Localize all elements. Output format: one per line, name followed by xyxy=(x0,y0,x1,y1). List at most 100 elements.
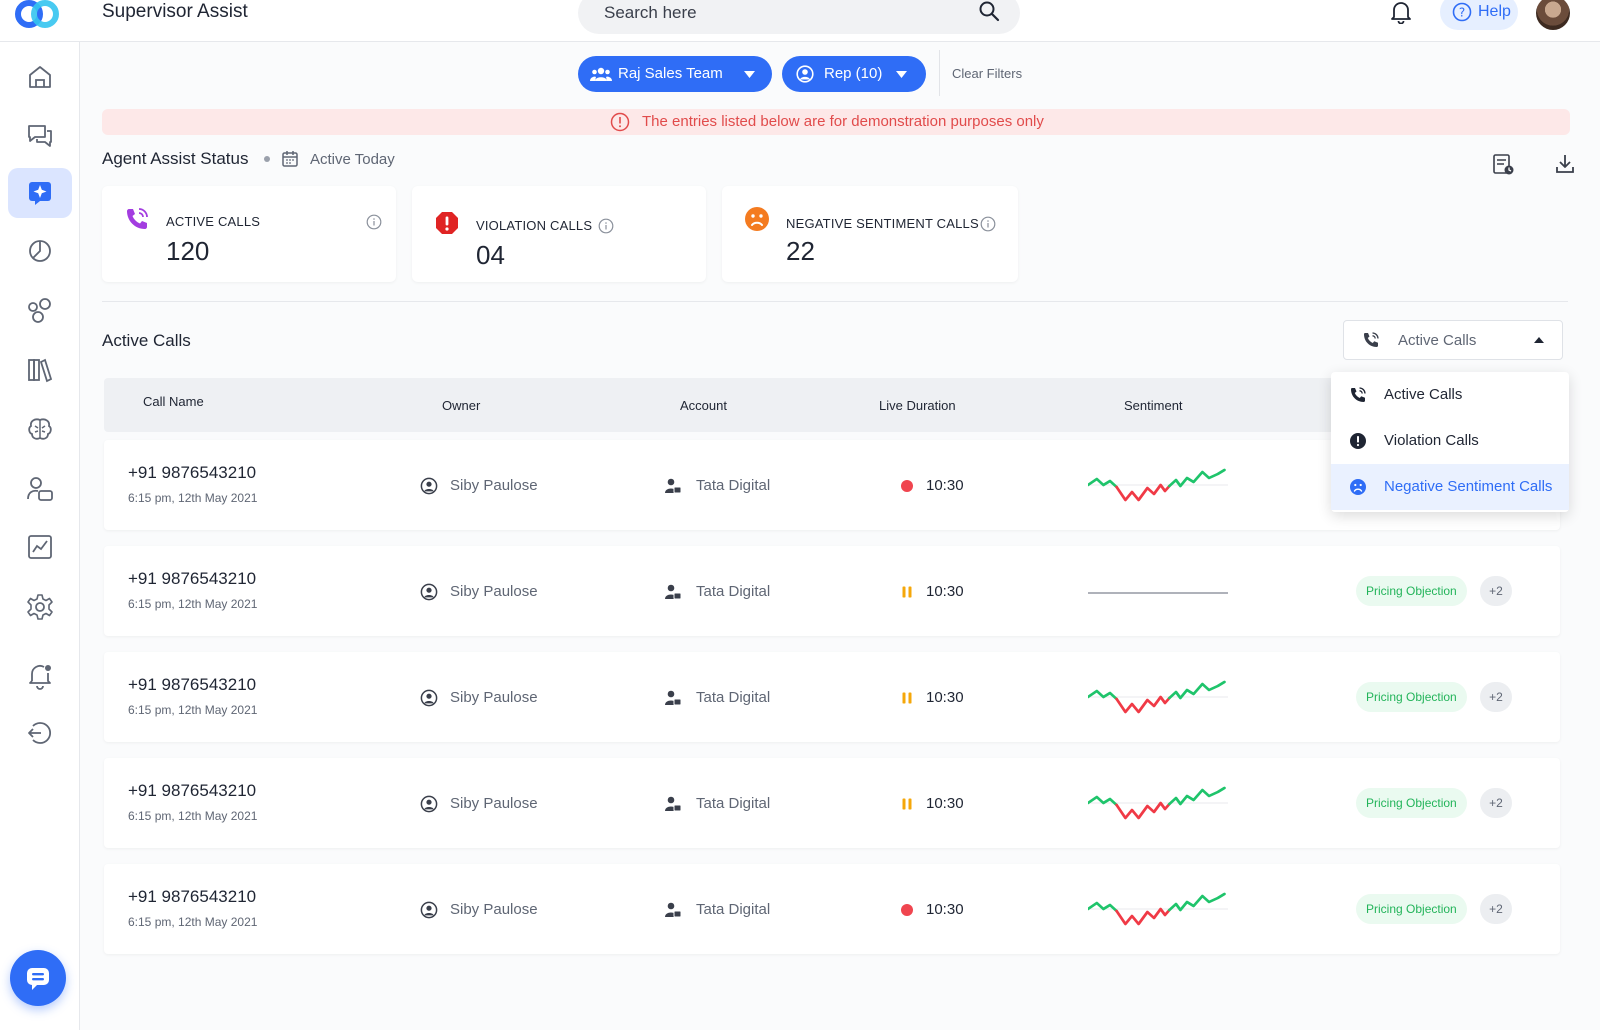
caret-down-icon xyxy=(744,71,755,78)
alert-octagon-icon xyxy=(436,212,458,234)
call-phone-number[interactable]: +91 9876543210 xyxy=(128,675,257,694)
app-title: Supervisor Assist xyxy=(102,1,248,22)
call-phone-number[interactable]: +91 9876543210 xyxy=(128,463,257,482)
table-row[interactable]: +91 9876543210 6:15 pm, 12th May 2021 Siby… xyxy=(104,546,1560,636)
sidebar-item-users[interactable] xyxy=(8,464,72,514)
pause-icon[interactable] xyxy=(900,585,914,599)
user-card-icon xyxy=(27,477,53,501)
sidebar-item-notifications[interactable] xyxy=(8,650,72,700)
info-icon[interactable] xyxy=(980,216,996,232)
menu-item-violation-calls[interactable]: Violation Calls xyxy=(1331,418,1569,464)
user-circle-icon xyxy=(796,65,814,83)
search-icon[interactable] xyxy=(978,0,1000,22)
sidebar-item-reports[interactable] xyxy=(8,522,72,572)
help-label: Help xyxy=(1478,3,1511,20)
logout-icon xyxy=(28,722,52,744)
live-dot-icon xyxy=(901,904,913,916)
account-icon xyxy=(665,478,682,494)
objection-tag[interactable]: Pricing Objection xyxy=(1356,788,1467,818)
active-calls-title: Active Calls xyxy=(102,331,191,350)
call-phone-number[interactable]: +91 9876543210 xyxy=(128,569,257,588)
sentiment-sparkline xyxy=(1088,892,1228,926)
demo-banner: The entries listed below are for demonst… xyxy=(102,109,1570,135)
violation-calls-value: 04 xyxy=(476,240,505,270)
table-row[interactable]: +91 9876543210 6:15 pm, 12th May 2021 Siby… xyxy=(104,440,1560,530)
sidebar-item-logout[interactable] xyxy=(8,708,72,758)
sad-face-icon xyxy=(1350,479,1366,495)
info-icon[interactable] xyxy=(598,218,614,234)
sidebar-item-intelligence[interactable] xyxy=(8,404,72,454)
pie-chart-icon xyxy=(29,240,51,262)
sidebar-item-settings[interactable] xyxy=(8,582,72,632)
search-input[interactable]: Search here xyxy=(604,3,697,22)
call-type-select-value: Active Calls xyxy=(1398,332,1477,349)
more-tags-badge[interactable]: +2 xyxy=(1480,576,1512,606)
team-filter-dropdown[interactable]: Raj Sales Team xyxy=(578,56,772,92)
sidebar-item-conversations[interactable] xyxy=(8,110,72,160)
call-datetime: 6:15 pm, 12th May 2021 xyxy=(128,597,258,611)
call-phone-number[interactable]: +91 9876543210 xyxy=(128,781,257,800)
active-calls-card[interactable]: ACTIVE CALLS 120 xyxy=(102,186,396,282)
violation-calls-card[interactable]: VIOLATION CALLS 04 xyxy=(412,186,706,282)
download-icon[interactable] xyxy=(1553,152,1577,176)
call-phone-number[interactable]: +91 9876543210 xyxy=(128,887,257,906)
account-icon xyxy=(665,902,682,918)
negative-sentiment-label: NEGATIVE SENTIMENT CALLS xyxy=(786,216,979,231)
user-avatar[interactable] xyxy=(1536,0,1570,30)
sidebar-item-library[interactable] xyxy=(8,345,72,395)
menu-item-active-calls[interactable]: Active Calls xyxy=(1331,372,1569,418)
search-bar[interactable]: Search here xyxy=(578,0,1020,34)
live-duration: 10:30 xyxy=(926,901,964,918)
sidebar-item-groups[interactable] xyxy=(8,286,72,336)
call-type-select[interactable]: Active Calls xyxy=(1343,320,1563,360)
table-row[interactable]: +91 9876543210 6:15 pm, 12th May 2021 Siby… xyxy=(104,652,1560,742)
period-label: Active Today xyxy=(310,151,395,168)
column-live-duration: Live Duration xyxy=(879,398,956,413)
help-button[interactable]: ? Help xyxy=(1440,0,1518,30)
alert-circle-icon xyxy=(1350,433,1366,449)
sidebar-item-analytics[interactable] xyxy=(8,226,72,276)
app-logo-icon[interactable] xyxy=(14,0,64,32)
phone-ringing-icon xyxy=(1351,387,1366,402)
account-icon xyxy=(665,584,682,600)
clear-filters-link[interactable]: Clear Filters xyxy=(952,66,1023,81)
table-row[interactable]: +91 9876543210 6:15 pm, 12th May 2021 Siby… xyxy=(104,864,1560,954)
live-duration: 10:30 xyxy=(926,689,964,706)
menu-item-negative-sentiment[interactable]: Negative Sentiment Calls xyxy=(1331,464,1569,510)
sidebar-item-home[interactable] xyxy=(8,52,72,102)
more-tags-badge[interactable]: +2 xyxy=(1480,894,1512,924)
filter-divider xyxy=(939,50,940,96)
call-account: Tata Digital xyxy=(696,477,771,494)
user-circle-icon xyxy=(420,477,438,495)
call-owner: Siby Paulose xyxy=(450,583,538,600)
user-circle-icon xyxy=(420,901,438,919)
live-dot-icon xyxy=(901,480,913,492)
more-tags-badge[interactable]: +2 xyxy=(1480,788,1512,818)
table-row[interactable]: +91 9876543210 6:15 pm, 12th May 2021 Siby… xyxy=(104,758,1560,848)
chat-support-button[interactable] xyxy=(10,950,66,1006)
calendar-icon xyxy=(282,151,298,167)
call-account: Tata Digital xyxy=(696,795,771,812)
rep-filter-dropdown[interactable]: Rep (10) xyxy=(782,56,926,92)
negative-sentiment-card[interactable]: NEGATIVE SENTIMENT CALLS 22 xyxy=(722,186,1018,282)
menu-item-label: Violation Calls xyxy=(1384,432,1479,449)
column-sentiment: Sentiment xyxy=(1124,398,1183,413)
sad-face-icon xyxy=(745,207,769,231)
column-call-name: Call Name xyxy=(143,394,204,409)
report-schedule-icon[interactable] xyxy=(1491,152,1515,176)
sentiment-sparkline xyxy=(1088,680,1228,714)
call-datetime: 6:15 pm, 12th May 2021 xyxy=(128,809,258,823)
objection-tag[interactable]: Pricing Objection xyxy=(1356,576,1467,606)
pause-icon[interactable] xyxy=(900,797,914,811)
notification-bell-icon[interactable] xyxy=(1390,0,1412,24)
sidebar-item-agent-assist[interactable] xyxy=(8,168,72,218)
more-tags-badge[interactable]: +2 xyxy=(1480,682,1512,712)
info-icon[interactable] xyxy=(366,214,382,230)
objection-tag[interactable]: Pricing Objection xyxy=(1356,894,1467,924)
rep-filter-label: Rep (10) xyxy=(824,65,883,82)
live-duration: 10:30 xyxy=(926,477,964,494)
user-circle-icon xyxy=(420,583,438,601)
pause-icon[interactable] xyxy=(900,691,914,705)
sentiment-sparkline xyxy=(1088,468,1228,502)
objection-tag[interactable]: Pricing Objection xyxy=(1356,682,1467,712)
